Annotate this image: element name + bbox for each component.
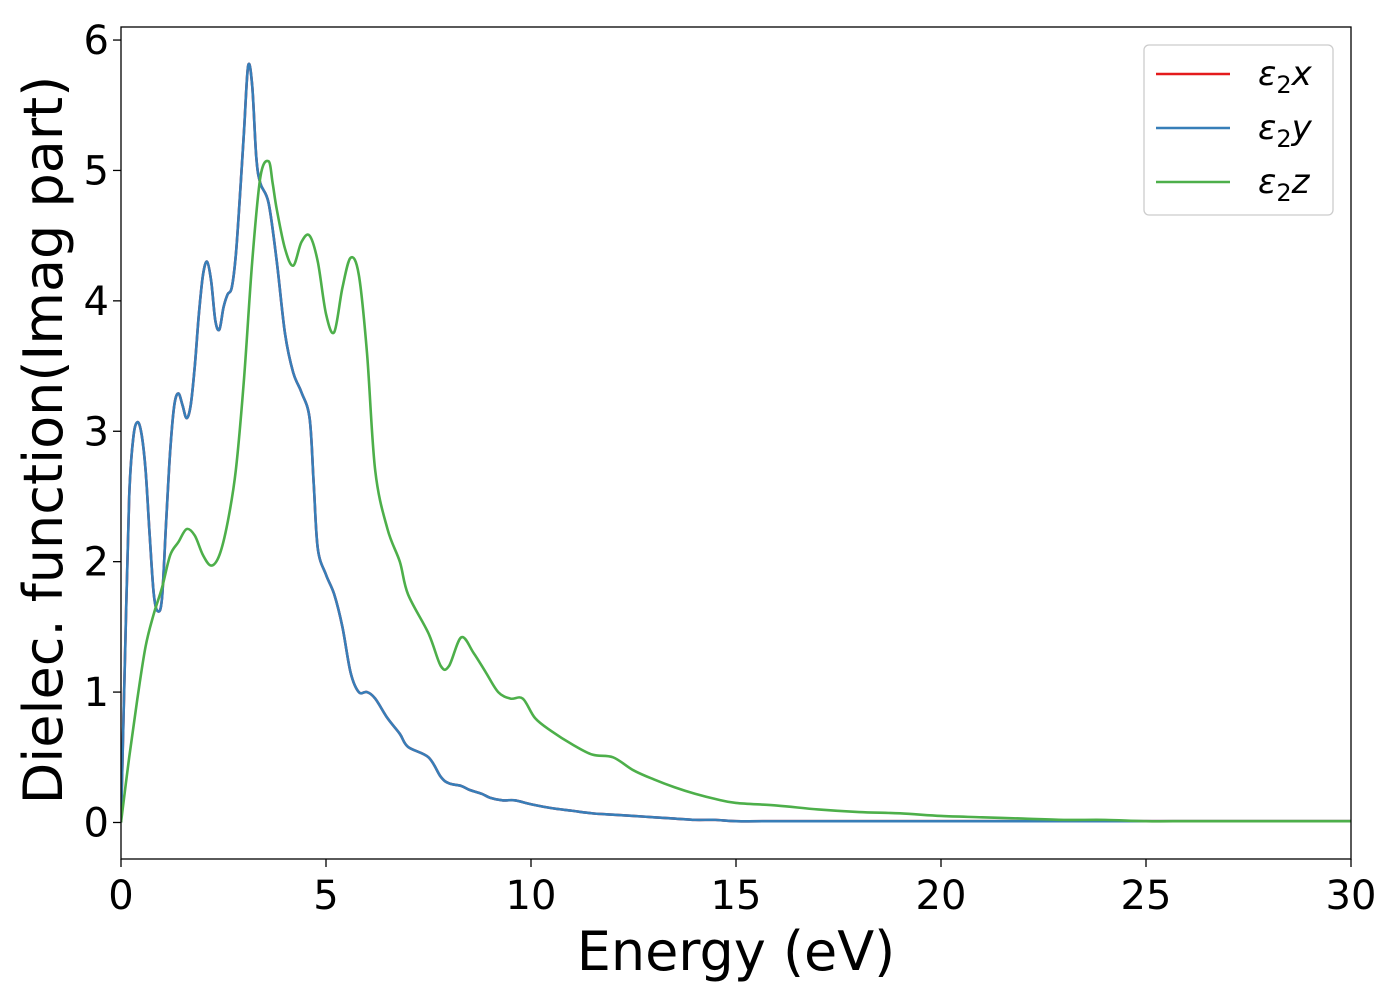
axes-layer: 0 5 10 15 20 25 30 0 1 2 3 4 5 6 xyxy=(84,18,1377,919)
x-tick-label: 0 xyxy=(108,873,133,919)
series-layer xyxy=(121,62,1351,823)
y-tick-label: 5 xyxy=(84,148,109,194)
y-tick-label: 1 xyxy=(84,670,109,716)
y-tick-label: 4 xyxy=(84,279,109,325)
legend: ε2x ε2y ε2z xyxy=(1143,44,1334,216)
y-tick-label: 0 xyxy=(84,800,109,846)
legend-label: ε2x xyxy=(1258,54,1313,99)
legend-box xyxy=(1143,44,1334,216)
y-tick-label: 6 xyxy=(84,18,109,64)
x-tick-label: 15 xyxy=(711,873,762,919)
series-line-e2y xyxy=(121,62,1351,823)
y-axis-label: Dielec. function(Imag part) xyxy=(12,76,75,805)
x-axis-label: Energy (eV) xyxy=(577,920,896,983)
x-tick-label: 5 xyxy=(313,873,338,919)
legend-label: ε2z xyxy=(1258,162,1311,207)
legend-label: ε2y xyxy=(1258,108,1313,153)
x-tick-label: 30 xyxy=(1326,873,1377,919)
x-tick-label: 25 xyxy=(1121,873,1172,919)
y-tick-label: 3 xyxy=(84,409,109,455)
y-tick-label: 2 xyxy=(84,540,109,586)
series-line-e2z xyxy=(121,159,1351,823)
x-tick-label: 20 xyxy=(916,873,967,919)
x-tick-label: 10 xyxy=(506,873,557,919)
